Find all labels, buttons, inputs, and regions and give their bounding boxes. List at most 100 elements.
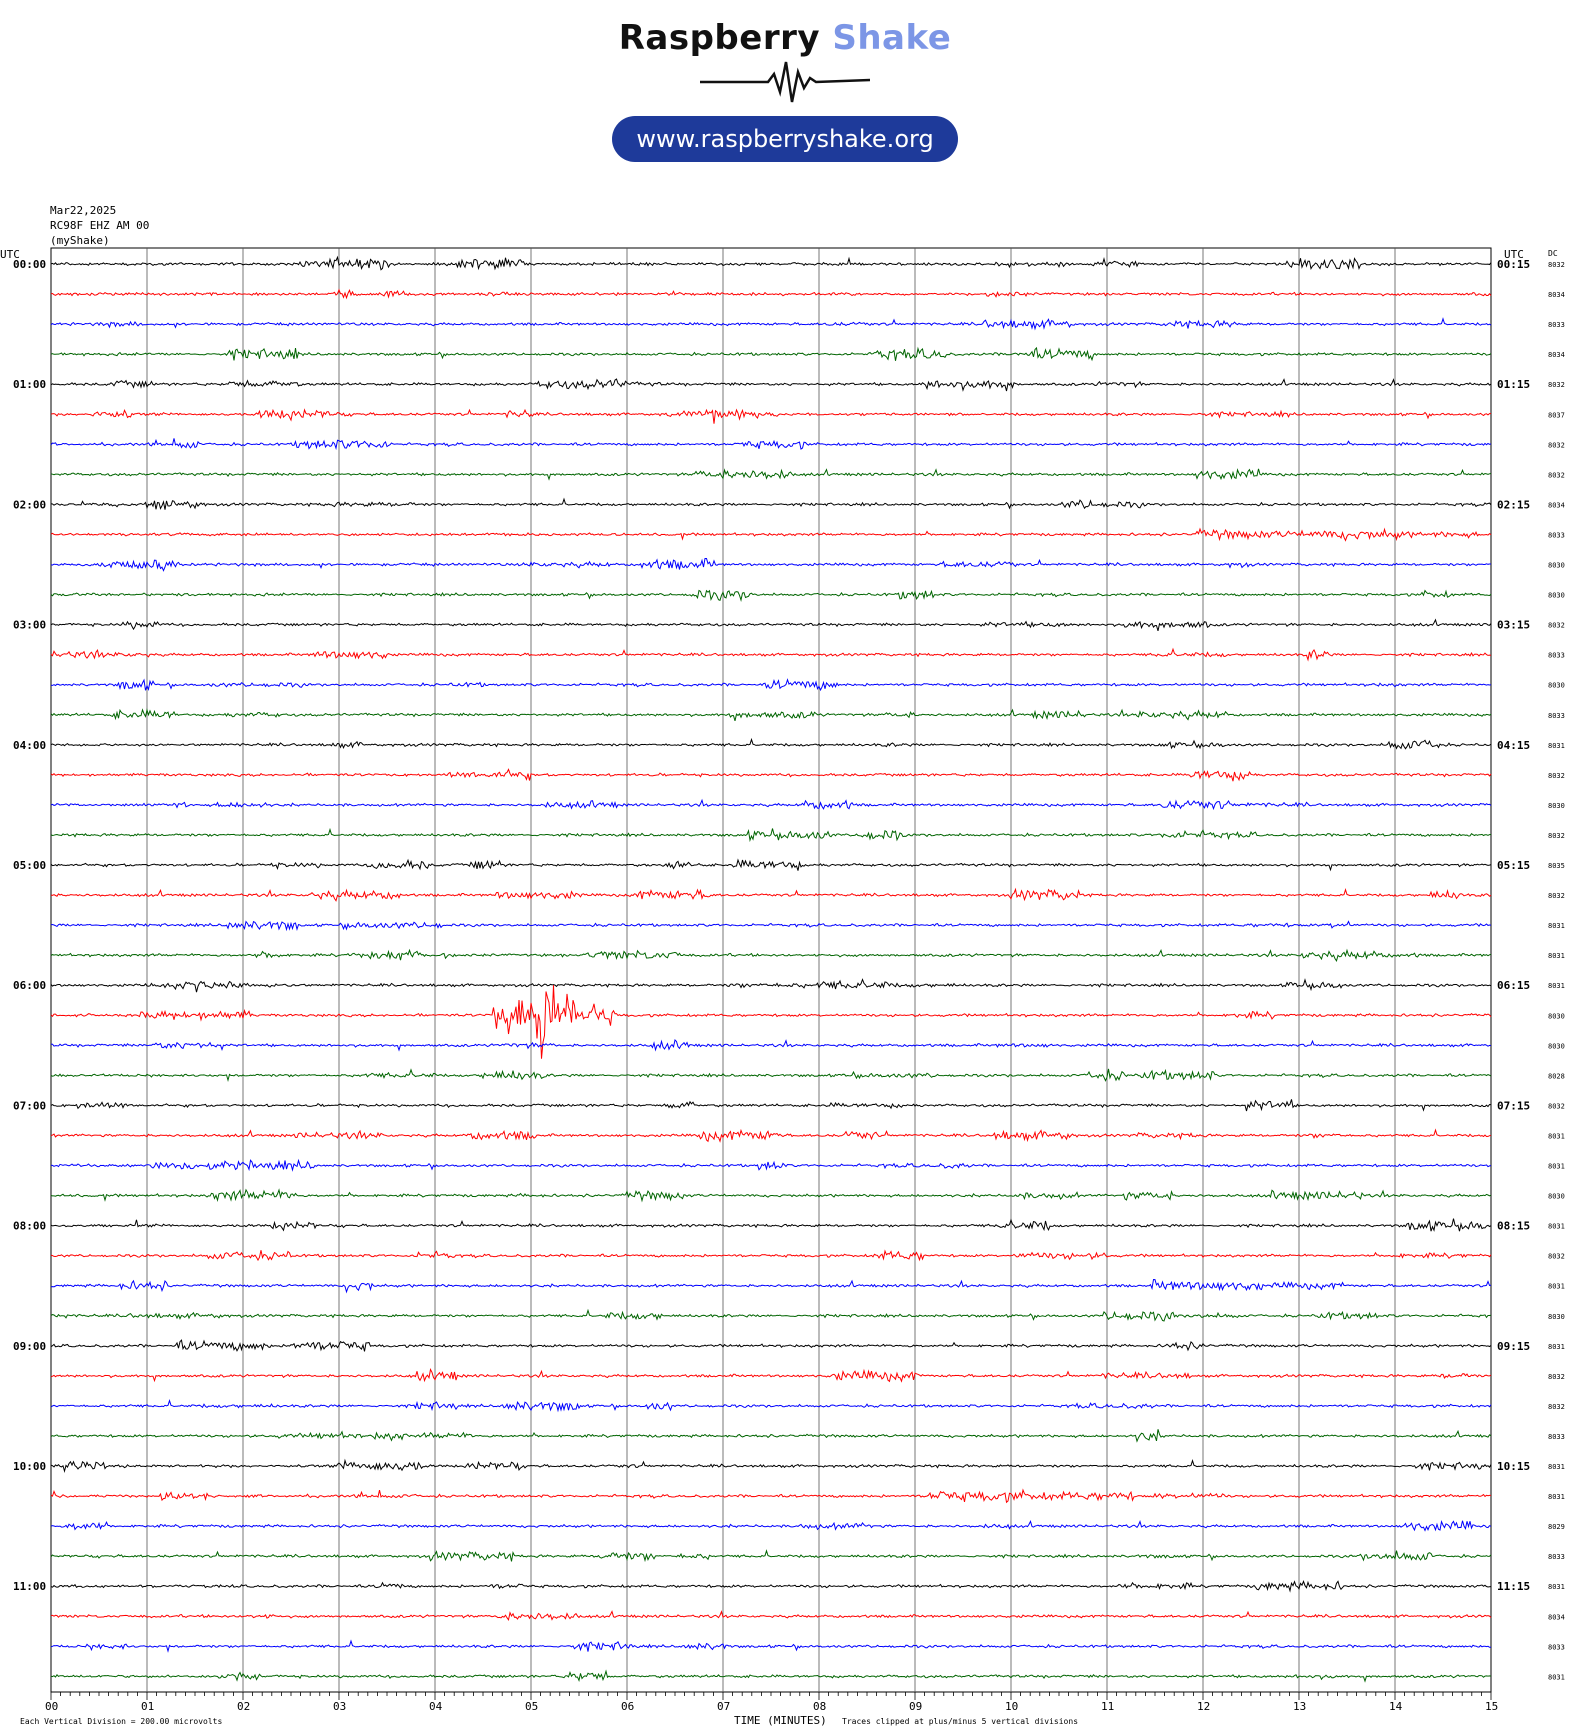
trace-row-7 bbox=[50, 468, 1492, 481]
dc-offset-label: 8032 bbox=[1548, 772, 1565, 780]
trace-row-19 bbox=[50, 827, 1492, 843]
trace-row-16 bbox=[50, 737, 1492, 750]
dc-offset-label: 8032 bbox=[1548, 892, 1565, 900]
x-tick-label: 06 bbox=[621, 1700, 634, 1713]
dc-offset-label: 8030 bbox=[1548, 1193, 1565, 1201]
trace-row-14 bbox=[50, 678, 1492, 692]
trace-row-6 bbox=[50, 438, 1492, 451]
trace-row-2 bbox=[50, 317, 1492, 331]
x-tick-label: 00 bbox=[45, 1700, 58, 1713]
trace-row-34 bbox=[50, 1278, 1492, 1294]
footer-division-note: Each Vertical Division = 200.00 microvol… bbox=[20, 1717, 222, 1726]
dc-offset-label: 8032 bbox=[1548, 441, 1565, 449]
dc-offset-label: 8028 bbox=[1548, 1072, 1565, 1080]
dc-offset-label: 8034 bbox=[1548, 291, 1565, 299]
seismic-wave-icon bbox=[700, 61, 870, 103]
x-tick-label: 13 bbox=[1293, 1700, 1306, 1713]
trace-row-26 bbox=[50, 1039, 1492, 1052]
dc-offset-label: 8031 bbox=[1548, 922, 1565, 930]
hour-label-right: 00:15 bbox=[1497, 258, 1530, 271]
trace-row-30 bbox=[50, 1158, 1492, 1172]
x-tick-label: 07 bbox=[717, 1700, 730, 1713]
dc-offset-label: 8034 bbox=[1548, 501, 1565, 509]
trace-row-13 bbox=[50, 647, 1492, 662]
dc-offset-label: 8030 bbox=[1548, 1313, 1565, 1321]
dc-offset-label: 8030 bbox=[1548, 682, 1565, 690]
hour-label-right: 05:15 bbox=[1497, 859, 1530, 872]
trace-row-1 bbox=[50, 288, 1492, 300]
dc-offset-label: 8031 bbox=[1548, 1343, 1565, 1351]
trace-row-20 bbox=[50, 858, 1492, 872]
logo-title: Raspberry Shake bbox=[0, 18, 1570, 58]
dc-offset-label: 8031 bbox=[1548, 1133, 1565, 1141]
trace-row-38 bbox=[50, 1398, 1492, 1413]
seismic-traces bbox=[50, 255, 1492, 1683]
trace-row-15 bbox=[50, 708, 1492, 722]
hour-label-right: 10:15 bbox=[1497, 1460, 1530, 1473]
dc-offset-label: 8032 bbox=[1548, 622, 1565, 630]
dc-offset-label: 8029 bbox=[1548, 1523, 1565, 1531]
hour-label-right: 04:15 bbox=[1497, 739, 1530, 752]
footer-clip-note: Traces clipped at plus/minus 5 vertical … bbox=[842, 1717, 1078, 1726]
trace-row-44 bbox=[50, 1579, 1492, 1593]
trace-row-43 bbox=[50, 1549, 1492, 1563]
trace-row-47 bbox=[50, 1669, 1492, 1683]
plot-frame bbox=[50, 247, 1492, 1693]
dc-offset-label: 8033 bbox=[1548, 1553, 1565, 1561]
dc-offset-label: 8030 bbox=[1548, 592, 1565, 600]
dc-offset-label: 8031 bbox=[1548, 1583, 1565, 1591]
dc-offset-label: 8032 bbox=[1548, 1102, 1565, 1110]
x-tick-label: 02 bbox=[237, 1700, 250, 1713]
hour-label-right: 06:15 bbox=[1497, 979, 1530, 992]
trace-row-4 bbox=[50, 378, 1492, 392]
trace-row-46 bbox=[50, 1639, 1491, 1653]
dc-offset-label: 8033 bbox=[1548, 712, 1565, 720]
x-tick-label: 04 bbox=[429, 1700, 443, 1713]
trace-row-39 bbox=[50, 1429, 1492, 1443]
trace-row-12 bbox=[50, 618, 1492, 632]
trace-row-17 bbox=[50, 768, 1492, 782]
dc-offset-label: 8032 bbox=[1548, 832, 1565, 840]
trace-row-31 bbox=[50, 1188, 1492, 1203]
dc-offset-label: 8031 bbox=[1548, 1283, 1565, 1291]
trace-row-37 bbox=[50, 1368, 1492, 1383]
dc-offset-label: 8032 bbox=[1548, 1403, 1565, 1411]
trace-row-22 bbox=[50, 920, 1492, 932]
header-station: RC98F EHZ AM 00 bbox=[50, 219, 150, 232]
hour-label-right: 01:15 bbox=[1497, 378, 1530, 391]
dc-offset-label: 8031 bbox=[1548, 1463, 1565, 1471]
right-utc-label: UTC bbox=[1504, 248, 1524, 261]
helicorder-plot: 00:00 01:00 02:00 03:00 04:00 05:00 06:00 07:00… bbox=[0, 247, 1565, 1727]
x-tick-label: 03 bbox=[333, 1700, 346, 1713]
dc-offset-label: 8031 bbox=[1548, 1223, 1565, 1231]
dc-offset-label: 8032 bbox=[1548, 1373, 1565, 1381]
time-grid bbox=[50, 247, 1492, 1700]
trace-row-23 bbox=[50, 948, 1492, 962]
dc-offset-label: 8031 bbox=[1548, 1163, 1565, 1171]
trace-row-42 bbox=[50, 1519, 1492, 1532]
dc-offset-label: 8031 bbox=[1548, 1493, 1565, 1501]
trace-row-0 bbox=[50, 255, 1492, 271]
trace-row-33 bbox=[50, 1249, 1492, 1262]
trace-row-8 bbox=[50, 497, 1492, 510]
x-tick-label: 11 bbox=[1101, 1700, 1114, 1713]
trace-row-18 bbox=[50, 798, 1492, 811]
hour-label-left: 11:00 bbox=[13, 1580, 46, 1593]
trace-row-5 bbox=[50, 408, 1492, 424]
dc-offset-label: 8030 bbox=[1548, 802, 1565, 810]
x-tick-label: 14 bbox=[1389, 1700, 1403, 1713]
trace-row-35 bbox=[50, 1308, 1492, 1322]
dc-offset-label: 8033 bbox=[1548, 652, 1565, 660]
dc-offset-label: 8031 bbox=[1548, 742, 1565, 750]
x-tick-label: 08 bbox=[813, 1700, 826, 1713]
dc-offset-label: 8035 bbox=[1548, 862, 1565, 870]
hour-label-right: 07:15 bbox=[1497, 1099, 1530, 1112]
dc-offset-label: 8032 bbox=[1548, 261, 1565, 269]
dc-label: DC bbox=[1548, 249, 1558, 258]
trace-row-24 bbox=[50, 978, 1492, 993]
dc-offset-label: 8033 bbox=[1548, 1433, 1565, 1441]
plot-header: Mar22,2025 RC98F EHZ AM 00 (myShake) bbox=[50, 203, 149, 248]
dc-offset-label: 8032 bbox=[1548, 471, 1565, 479]
hour-label-left: 04:00 bbox=[13, 739, 46, 752]
trace-row-11 bbox=[50, 589, 1492, 602]
